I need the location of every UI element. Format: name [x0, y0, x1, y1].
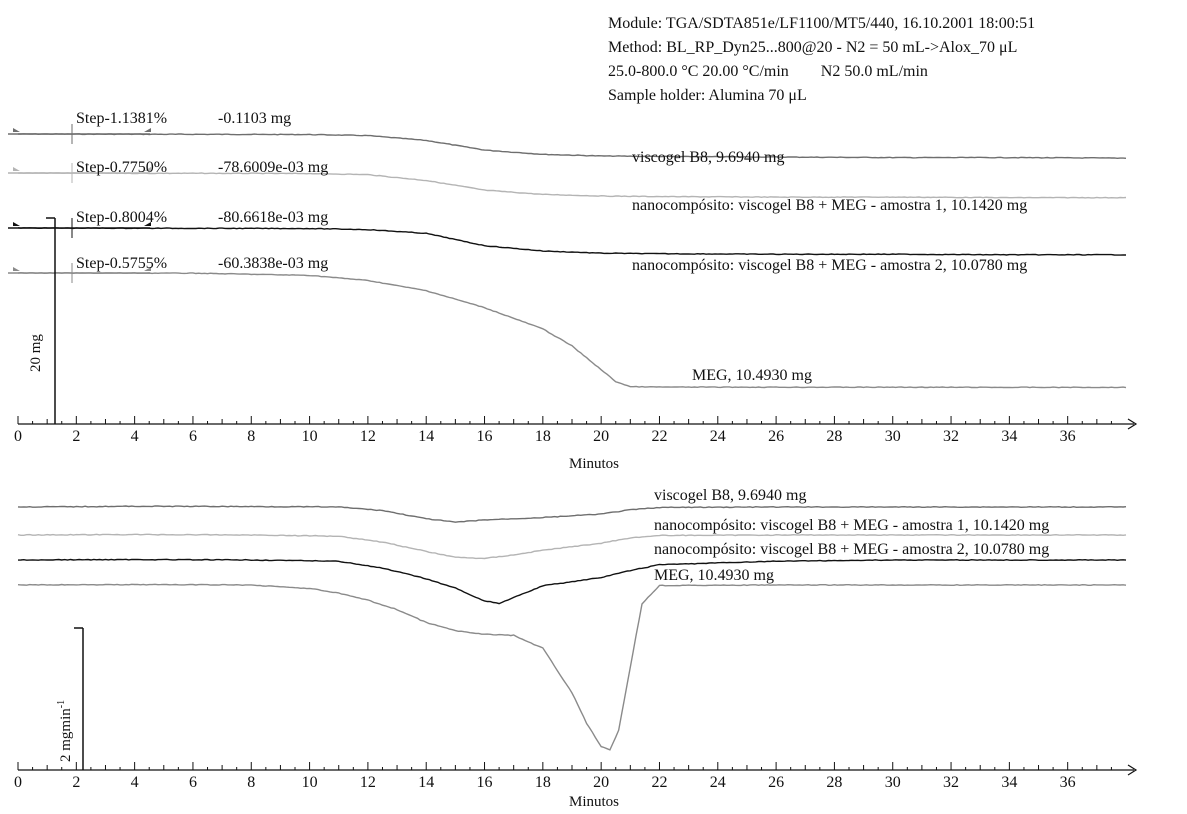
tga-x-axis-title: Minutos: [569, 456, 619, 472]
step-right-flag-icon: [144, 167, 151, 171]
dtg-series-line-4: [17, 583, 1127, 751]
dtg-tick-label: 26: [768, 774, 784, 791]
tga-tick-label: 22: [651, 428, 667, 445]
dtg-tick-label: 34: [1001, 774, 1017, 791]
tga-panel: Step-1.1381% -0.1103 mg Step-0.7750% -78.60…: [8, 110, 1138, 472]
dtg-x-axis-title: Minutos: [569, 794, 619, 810]
header-conditions: 25.0-800.0 °C 20.00 °C/min N2 50.0 mL/mi…: [608, 63, 928, 80]
dtg-tick-label: 2: [72, 774, 80, 791]
dtg-tick-label: 10: [302, 774, 318, 791]
dtg-tick-label: 14: [418, 774, 434, 791]
dtg-tick-label: 20: [593, 774, 609, 791]
tga-tick-label: 20: [593, 428, 609, 445]
tga-tick-label: 16: [477, 428, 493, 445]
tga-tick-label: 32: [943, 428, 959, 445]
tga-tick-label: 4: [131, 428, 139, 445]
step-right-flag-icon: [144, 267, 151, 271]
step-annotation-2: Step-0.7750% -78.6009e-03 mg: [8, 159, 328, 183]
tga-series-label-3: nanocompósito: viscogel B8 + MEG - amost…: [632, 257, 1027, 274]
tga-scale-bar-label: 20 mg: [28, 334, 44, 372]
tga-series-line-1: [18, 133, 1127, 160]
dtg-series-labels: viscogel B8, 9.6940 mg nanocompósito: vis…: [654, 487, 1049, 584]
header-method: Method: BL_RP_Dyn25...800@20 - N2 = 50 m…: [608, 39, 1017, 56]
step-percent: Step-0.5755%: [76, 255, 167, 272]
dtg-tick-label: 4: [131, 774, 139, 791]
dtg-tick-label: 30: [885, 774, 901, 791]
dtg-scale-bar: 2 mgmin-1: [56, 627, 84, 770]
tga-tick-label: 28: [826, 428, 842, 445]
step-mass: -0.1103 mg: [218, 110, 291, 127]
tga-scale-bar: 20 mg: [28, 217, 56, 424]
step-percent: Step-1.1381%: [76, 110, 167, 127]
step-annotations: Step-1.1381% -0.1103 mg Step-0.7750% -78.60…: [8, 110, 328, 283]
dtg-tick-label: 8: [247, 774, 255, 791]
tga-tick-label: 34: [1001, 428, 1017, 445]
tga-tick-label: 0: [14, 428, 22, 445]
dtg-tick-label: 16: [477, 774, 493, 791]
dtg-panel: viscogel B8, 9.6940 mg nanocompósito: vis…: [14, 487, 1138, 810]
dtg-tick-label: 22: [651, 774, 667, 791]
dtg-tick-label: 18: [535, 774, 551, 791]
step-right-flag-icon: [144, 222, 151, 226]
tga-tick-label: 36: [1060, 428, 1076, 445]
step-left-flag-icon: [13, 167, 20, 171]
tga-series-label-1: viscogel B8, 9.6940 mg: [632, 149, 784, 166]
dtg-tick-label: 36: [1060, 774, 1076, 791]
dtg-series-group: [17, 505, 1127, 751]
step-percent: Step-0.8004%: [76, 209, 167, 226]
dtg-tick-label: 12: [360, 774, 376, 791]
step-left-flag-icon: [13, 128, 20, 132]
step-annotation-4: Step-0.5755% -60.3838e-03 mg: [8, 255, 328, 283]
dtg-tick-label: 28: [826, 774, 842, 791]
dtg-tick-label: 6: [189, 774, 197, 791]
tga-series-label-2: nanocompósito: viscogel B8 + MEG - amost…: [632, 197, 1027, 214]
dtg-series-line-3: [17, 558, 1127, 605]
tga-tick-label: 12: [360, 428, 376, 445]
tga-tick-label: 30: [885, 428, 901, 445]
dtg-series-label-2: nanocompósito: viscogel B8 + MEG - amost…: [654, 517, 1049, 534]
step-right-flag-icon: [144, 128, 151, 132]
dtg-tick-label: 24: [710, 774, 726, 791]
step-percent: Step-0.7750%: [76, 159, 167, 176]
step-mass: -78.6009e-03 mg: [218, 159, 328, 176]
tga-tick-label: 10: [302, 428, 318, 445]
tga-series-group: [17, 133, 1127, 389]
step-left-flag-icon: [13, 222, 20, 226]
dtg-x-axis: 0 2 4 6 8 10 12 14 16 18 20 22 24 26 28 30 32 34 36: [14, 762, 1138, 791]
tga-tick-label: 24: [710, 428, 726, 445]
dtg-tick-label: 0: [14, 774, 22, 791]
dtg-series-label-3: nanocompósito: viscogel B8 + MEG - amost…: [654, 541, 1049, 558]
dtg-axis-arrow: [1127, 764, 1138, 776]
step-mass: -60.3838e-03 mg: [218, 255, 328, 272]
dtg-series-line-1: [17, 505, 1127, 523]
dtg-series-line-2: [17, 533, 1127, 560]
tga-series-line-3: [17, 227, 1127, 256]
dtg-series-label-1: viscogel B8, 9.6940 mg: [654, 487, 806, 504]
step-mass: -80.6618e-03 mg: [218, 209, 328, 226]
dtg-tick-label: 32: [943, 774, 959, 791]
dtg-scale-bar-superscript: -1: [56, 700, 67, 708]
header-module: Module: TGA/SDTA851e/LF1100/MT5/440, 16.…: [608, 15, 1035, 32]
dtg-scale-bar-text: 2 mgmin: [58, 708, 74, 762]
tga-tick-label: 8: [247, 428, 255, 445]
tga-axis-arrow: [1127, 418, 1138, 430]
tga-tick-label: 26: [768, 428, 784, 445]
tga-tick-label: 18: [535, 428, 551, 445]
tga-tick-label: 2: [72, 428, 80, 445]
tga-series-labels: viscogel B8, 9.6940 mg nanocompósito: vis…: [632, 149, 1027, 384]
tga-x-axis: 0 2 4 6 8 10 12 14 16 18 20 22 24 26 28 30 32 34 36: [14, 416, 1138, 445]
tga-series-line-4: [17, 271, 1127, 389]
step-annotation-1: Step-1.1381% -0.1103 mg: [8, 110, 291, 144]
tga-tick-label: 6: [189, 428, 197, 445]
step-left-flag-icon: [13, 267, 20, 271]
instrument-header: Module: TGA/SDTA851e/LF1100/MT5/440, 16.…: [608, 15, 1035, 104]
step-annotation-3: Step-0.8004% -80.6618e-03 mg: [8, 209, 328, 238]
dtg-scale-bar-label: 2 mgmin-1: [56, 700, 74, 762]
tga-series-label-4: MEG, 10.4930 mg: [692, 367, 812, 384]
tga-series-line-2: [17, 172, 1127, 199]
tga-tick-label: 14: [418, 428, 434, 445]
header-sample-holder: Sample holder: Alumina 70 μL: [608, 87, 807, 104]
dtg-series-label-4: MEG, 10.4930 mg: [654, 567, 774, 584]
